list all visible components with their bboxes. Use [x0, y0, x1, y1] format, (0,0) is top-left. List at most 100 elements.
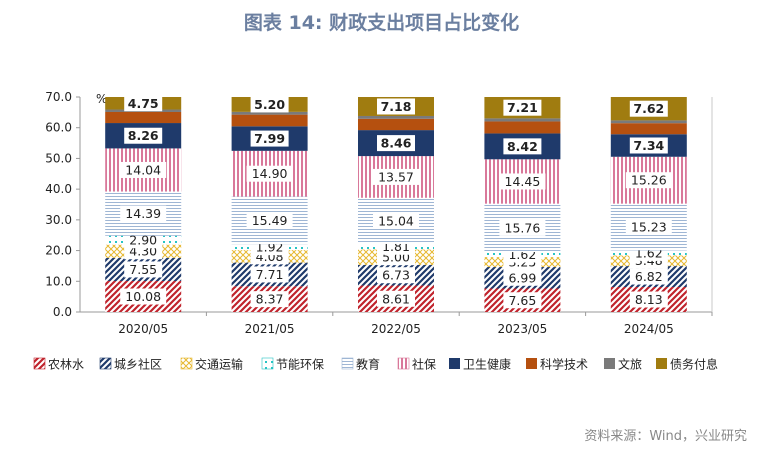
bar-segment	[484, 118, 561, 122]
data-label: 8.13	[635, 292, 663, 307]
y-tick-label: 50.0	[45, 151, 72, 165]
legend-swatch	[33, 357, 46, 370]
data-label: 10.08	[125, 289, 161, 304]
data-label: 14.45	[505, 174, 541, 189]
legend-item: 教育	[341, 357, 380, 372]
data-label-bg	[377, 135, 415, 152]
x-tick-label: 2023/05	[497, 322, 547, 336]
data-label-bg	[250, 96, 289, 113]
x-tick-label: 2022/05	[371, 322, 421, 336]
y-tick-label: 20.0	[45, 244, 72, 258]
data-label-bg	[503, 292, 542, 309]
legend-swatch	[341, 357, 354, 370]
data-label-bg	[625, 172, 672, 189]
legend-swatch	[99, 357, 112, 370]
data-label-bg	[120, 288, 167, 305]
data-label-bg	[499, 173, 546, 190]
bar-segment	[231, 111, 308, 115]
legend-swatch	[526, 358, 537, 369]
data-label-bg	[629, 137, 668, 154]
data-label: 7.62	[633, 101, 664, 116]
data-label: 8.37	[256, 292, 284, 307]
legend-label: 社保	[412, 357, 436, 372]
legend-item: 交通运输	[180, 357, 243, 372]
source-note: 资料来源：Wind，兴业研究	[584, 429, 747, 444]
y-tick-label: 30.0	[45, 213, 72, 227]
chart-legend: 农林水 城乡社区 交通运输 节能环保 教育 社保 卫生健康 科学技术 文旅 债务付息	[33, 357, 718, 372]
data-label: 14.04	[125, 162, 161, 177]
x-tick-label: 2024/05	[624, 322, 674, 336]
data-label: 7.65	[508, 293, 536, 308]
bar-segment	[610, 123, 687, 135]
data-label-bg	[503, 269, 542, 286]
data-label-bg	[250, 291, 289, 308]
data-label-bg	[124, 261, 163, 278]
data-label-bg	[503, 138, 542, 155]
data-label: 2.90	[129, 233, 157, 248]
data-label-bg	[629, 268, 668, 285]
legend-swatch	[397, 357, 410, 370]
data-label-bg	[124, 232, 163, 249]
legend-swatch	[449, 358, 460, 369]
data-label: 5.20	[254, 97, 285, 112]
data-label-bg	[124, 95, 163, 112]
legend-label: 文旅	[618, 357, 642, 372]
data-label: 7.99	[254, 131, 285, 146]
legend-label: 农林水	[48, 358, 84, 372]
data-label: 7.21	[507, 100, 538, 115]
legend-label: 科学技术	[540, 357, 588, 372]
legend-swatch	[261, 357, 274, 370]
legend-item: 社保	[397, 357, 436, 372]
legend-item: 债务付息	[656, 357, 718, 372]
data-label: 7.71	[256, 267, 284, 282]
data-label-bg	[503, 99, 542, 116]
chart-title: 图表 14: 财政支出项目占比变化	[243, 12, 520, 34]
data-label-bg	[377, 290, 415, 307]
y-tick-label: 60.0	[45, 121, 72, 135]
data-label: 15.26	[631, 173, 667, 188]
data-label: 7.18	[381, 99, 412, 114]
bar-segment	[358, 115, 434, 119]
legend-label: 卫生健康	[463, 357, 511, 372]
data-label: 13.57	[378, 169, 414, 184]
data-label-bg	[373, 212, 419, 229]
data-label: 8.26	[128, 128, 159, 143]
data-label: 8.61	[382, 291, 410, 306]
legend-label: 教育	[356, 357, 380, 372]
legend-label: 债务付息	[670, 357, 718, 372]
data-label: 15.23	[631, 220, 667, 235]
y-tick-label: 40.0	[45, 182, 72, 196]
legend-item: 城乡社区	[99, 357, 162, 372]
data-label-bg	[629, 291, 668, 308]
data-label-bg	[499, 219, 546, 236]
data-label-bg	[250, 130, 289, 147]
data-label: 6.73	[382, 268, 410, 283]
data-label-bg	[629, 100, 668, 117]
data-label: 6.99	[508, 270, 536, 285]
data-label: 7.34	[633, 138, 664, 153]
legend-item: 文旅	[604, 357, 642, 372]
data-label: 7.55	[129, 262, 157, 277]
y-tick-label: 10.0	[45, 274, 72, 288]
legend-swatch	[656, 358, 667, 369]
data-label-bg	[373, 168, 419, 185]
data-label-bg	[250, 266, 289, 283]
bar-segment	[105, 111, 182, 124]
data-label-bg	[120, 161, 167, 178]
legend-item: 农林水	[33, 357, 84, 372]
data-label-bg	[120, 205, 167, 222]
bar-segment	[231, 114, 308, 127]
data-label-bg	[246, 165, 293, 182]
legend-swatch	[604, 358, 615, 369]
x-tick-label: 2020/05	[118, 322, 168, 336]
bar-segment	[610, 120, 687, 124]
legend-label: 交通运输	[195, 357, 243, 372]
y-tick-label: 0.0	[53, 305, 72, 319]
data-label: 14.90	[252, 166, 288, 181]
y-tick-label: 70.0	[45, 90, 72, 104]
bar-segment	[484, 121, 561, 134]
legend-swatch	[180, 357, 193, 370]
data-label: 6.82	[635, 269, 663, 284]
y-unit-label: %	[96, 92, 107, 106]
